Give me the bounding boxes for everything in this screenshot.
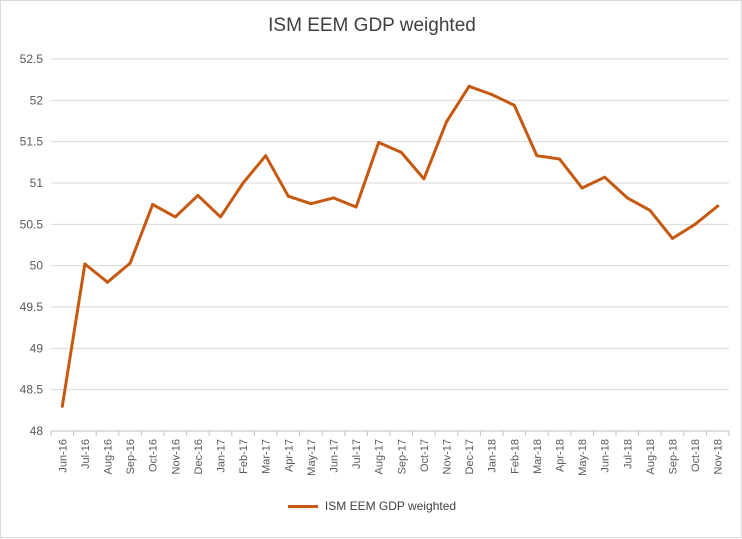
data-point: [671, 236, 674, 240]
chart-title: ISM EEM GDP weighted: [268, 15, 476, 36]
x-tick-label: Dec-16: [193, 439, 205, 474]
x-tick-label: Feb-17: [238, 439, 250, 474]
x-tick-label: Jul-17: [351, 439, 363, 469]
x-tick-label: Oct-16: [148, 439, 160, 472]
y-tick-label: 51.5: [20, 135, 44, 149]
x-tick-label: Mar-18: [532, 439, 544, 474]
x-tick-label: Nov-17: [442, 439, 454, 474]
data-point: [603, 175, 607, 179]
data-point: [241, 181, 245, 185]
data-point: [716, 204, 720, 208]
x-tick-label: Sep-18: [668, 439, 680, 474]
y-tick-label: 49.5: [20, 300, 44, 314]
x-tick-label: Sep-17: [396, 439, 408, 474]
data-point: [106, 280, 109, 284]
data-point: [173, 215, 177, 219]
data-point: [309, 202, 313, 206]
x-tick-label: Jun-16: [57, 439, 69, 473]
data-point: [558, 157, 561, 161]
x-tick-label: Nov-16: [170, 439, 182, 474]
x-tick-label: Oct-17: [419, 439, 431, 472]
x-tick-label: Aug-17: [374, 439, 386, 474]
legend-label: ISM EEM GDP weighted: [324, 499, 457, 513]
data-point: [490, 93, 494, 97]
x-tick-label: Feb-18: [509, 439, 521, 474]
x-tick-label: Apr-17: [283, 439, 295, 472]
legend-swatch: [287, 504, 318, 508]
data-point: [219, 215, 222, 219]
data-point: [286, 194, 290, 198]
x-tick-label: Jan-17: [216, 439, 228, 473]
data-point: [151, 202, 155, 206]
x-tick-label: May-17: [306, 439, 318, 476]
y-tick-label: 52.5: [20, 52, 44, 66]
data-point: [83, 262, 87, 266]
y-tick-label: 50.5: [20, 217, 44, 231]
x-tick-label: Jul-18: [622, 439, 634, 469]
data-point: [580, 186, 584, 190]
x-tick-label: Jun-17: [329, 439, 341, 473]
data-point: [264, 154, 268, 158]
x-tick-label: Oct-18: [690, 439, 702, 472]
x-tick-label: Sep-16: [125, 439, 137, 474]
data-point: [354, 205, 358, 209]
data-point: [399, 150, 403, 154]
x-tick-label: Dec-17: [464, 439, 476, 474]
y-tick-label: 51: [30, 176, 44, 190]
x-tick-label: Jan-18: [487, 439, 499, 473]
x-tick-label: Nov-18: [713, 439, 725, 474]
legend: ISM EEM GDP weighted: [1, 499, 742, 513]
data-point: [467, 84, 471, 88]
data-point: [332, 196, 335, 200]
data-point: [422, 177, 426, 181]
y-tick-label: 48.5: [20, 383, 44, 397]
y-tick-label: 52: [30, 93, 44, 107]
data-point: [445, 120, 448, 124]
x-tick-label: Mar-17: [261, 439, 273, 474]
x-tick-label: Aug-16: [103, 439, 115, 474]
data-point: [693, 222, 697, 226]
data-point: [196, 193, 200, 197]
y-tick-label: 48: [30, 424, 44, 438]
data-point: [648, 208, 652, 212]
y-tick-label: 50: [30, 259, 44, 273]
x-tick-label: Aug-18: [645, 439, 657, 474]
y-tick-label: 49: [30, 341, 44, 355]
x-tick-label: Jun-18: [600, 439, 612, 473]
data-point: [377, 140, 381, 144]
data-point: [60, 404, 64, 408]
series-line: [60, 84, 720, 408]
x-tick-label: May-18: [577, 439, 589, 476]
x-tick-label: Jul-16: [80, 439, 92, 469]
data-point: [625, 196, 629, 200]
data-point: [128, 261, 132, 265]
data-point: [535, 154, 539, 158]
x-tick-label: Apr-18: [555, 439, 567, 472]
data-point: [512, 103, 516, 107]
